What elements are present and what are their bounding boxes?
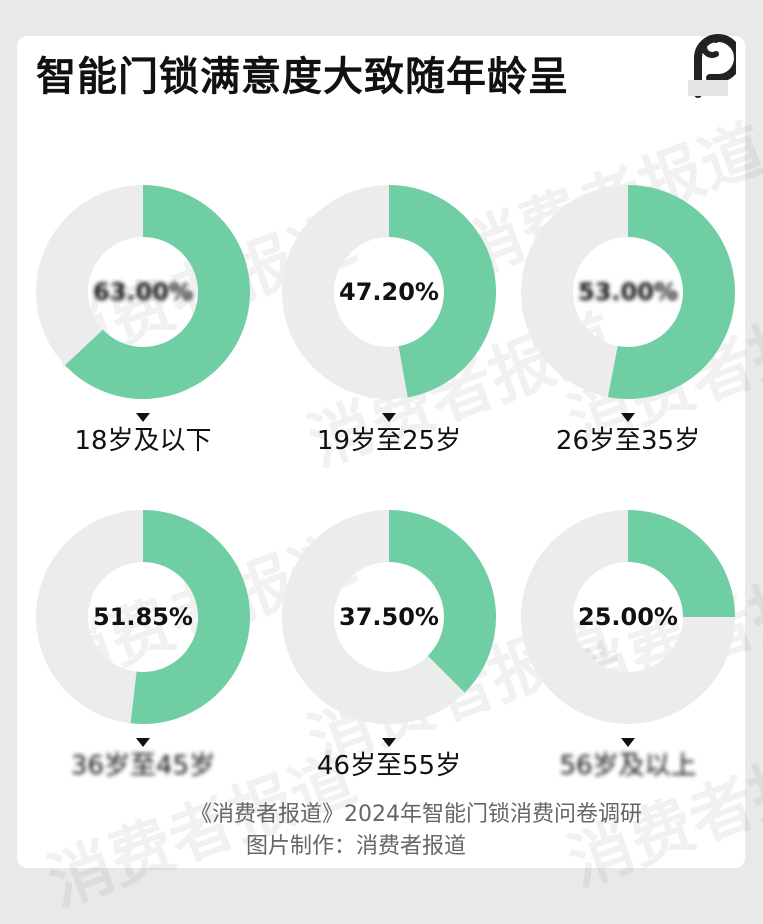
chart-card — [17, 36, 745, 868]
age-group-label: 19岁至25岁 — [316, 426, 462, 456]
source-note: 《消费者报道》2024年智能门锁消费问卷调研 — [190, 802, 642, 827]
pointer-arrow-icon — [136, 413, 150, 422]
donut-chart — [282, 510, 496, 724]
age-group-label: 26岁至35岁 — [555, 426, 701, 456]
donut-satisfied-segment — [628, 510, 735, 617]
percentage-label: 51.85% — [93, 603, 193, 631]
donut-satisfied-segment — [65, 185, 250, 399]
credit-note: 图片制作：消费者报道 — [246, 834, 467, 859]
age-group-label: 46岁至55岁 — [316, 751, 462, 781]
percentage-label: 37.50% — [339, 603, 439, 631]
donut-satisfied-segment — [389, 185, 496, 398]
chart-title: 智能门锁满意度大致随年龄呈 — [30, 44, 575, 102]
donut-satisfied-segment — [607, 185, 736, 400]
pointer-arrow-icon — [382, 413, 396, 422]
percentage-label: 25.00% — [578, 603, 678, 631]
donut-satisfied-segment — [389, 510, 496, 693]
donut-chart — [521, 510, 735, 724]
percentage-label: 53.00% — [578, 278, 678, 306]
percentage-label: 47.20% — [339, 278, 439, 306]
percentage-label: 63.00% — [93, 278, 193, 306]
donut-satisfied-segment — [130, 510, 251, 724]
donut-chart — [36, 185, 250, 399]
pointer-arrow-icon — [621, 413, 635, 422]
donut-chart — [521, 185, 736, 400]
age-group-label: 56岁及以上 — [559, 751, 697, 781]
age-group-label: 18岁及以下 — [74, 426, 212, 456]
donut-chart — [36, 510, 251, 724]
brand-logo-icon — [688, 34, 736, 98]
age-group-label: 36岁至45岁 — [70, 751, 216, 781]
donut-chart — [282, 185, 496, 399]
pointer-arrow-icon — [621, 738, 635, 747]
pointer-arrow-icon — [382, 738, 396, 747]
pointer-arrow-icon — [136, 738, 150, 747]
